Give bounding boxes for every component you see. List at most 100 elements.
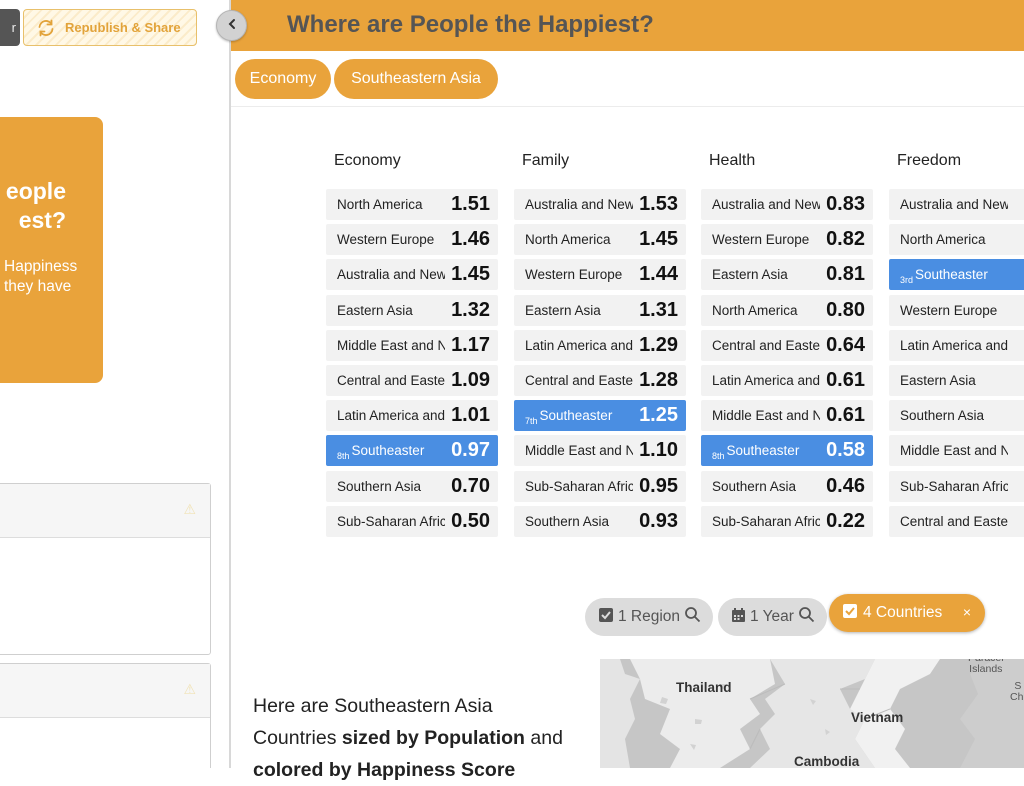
ranking-row[interactable]: Sub-Saharan Africa 0.50 [326,505,498,537]
region-name-text: Latin America and Caribbean [712,373,820,388]
region-filter-chip[interactable]: 1 Region [585,598,713,636]
checkbox-icon [598,607,614,628]
region-value: 1.46 [451,228,490,251]
region-name-text: Southeaster [351,443,425,459]
ranking-row[interactable]: Latin America and Caribbean 1.01 [326,400,498,432]
region-name-text: Central and Eastern Europe [525,373,633,388]
ranking-row[interactable]: North America 1.51 [326,189,498,220]
ranking-row[interactable]: Middle East and Northern Africa 1.17 [326,329,498,361]
region-name-text: Latin America and Caribbean [525,337,633,353]
ranking-column-freedom: Freedom Australia and New Zealand0 North A… [889,152,1024,537]
region-name: Western Europe [712,224,820,255]
region-name-text: Middle East and Northern Africa [900,443,1008,459]
region-name-text: Central and Eastern Europe [337,373,445,388]
ranking-row[interactable]: Middle East and Northern Africa 1.10 [514,435,686,467]
collapsible-panel-2-header[interactable]: ⚠ [0,664,210,718]
ranking-row-selected[interactable]: 8th Southeaster 0.97 [326,435,498,467]
ranking-row[interactable]: Middle East and Northern Africa 0.61 [701,400,873,432]
ranking-row[interactable]: North America 0.80 [701,294,873,326]
story-card-description: Happiness they have [4,258,78,295]
ranking-row[interactable]: Latin America and Caribbean 0.61 [701,365,873,396]
ranking-row[interactable]: Sub-Saharan Africa 0.22 [701,505,873,537]
ranking-row[interactable]: Sub-Saharan Africa 0.95 [514,470,686,502]
collapse-sidebar-button[interactable] [216,10,247,41]
chevron-left-icon [226,17,238,35]
left-panel: r Republish & Share eople est? Happiness… [0,0,229,768]
ranking-row[interactable]: North America 1.45 [514,224,686,256]
region-name-text: Middle East and Northern Africa [337,337,445,353]
ranking-row[interactable]: Southern Asia 0.70 [326,470,498,502]
region-name: North America [900,224,1008,255]
dark-toolbar-button[interactable]: r [0,9,20,46]
region-value: 0.82 [826,228,865,251]
ranking-row[interactable]: Central and Eastern Europe 1.09 [326,365,498,396]
region-name: Western Europe [337,224,445,255]
region-name-text: Southern Asia [525,513,610,529]
region-name-text: Middle East and Northern Africa [712,408,820,424]
region-name-text: Sub-Saharan Africa [900,478,1008,494]
region-value: 0.61 [826,404,865,427]
year-filter-chip[interactable]: 1 Year [718,598,827,636]
region-name-text: Eastern Asia [337,302,413,318]
ranking-row-selected[interactable]: 7th Southeaster 1.25 [514,400,686,432]
column-header: Health [709,152,756,169]
region-name-text: Western Europe [712,232,810,248]
region-name-text: Southeaster [539,408,613,424]
ranking-row[interactable]: Australia and New Zealand 0.83 [701,189,873,220]
ranking-row[interactable]: Western Europe 1.46 [326,224,498,256]
region-name: Sub-Saharan Africa [525,471,633,502]
ranking-row[interactable]: Eastern Asia 1.32 [326,294,498,326]
tab-economy[interactable]: Economy [235,59,331,99]
region-name-text: North America [337,197,423,212]
region-name: Southern Asia [525,506,633,537]
region-name: Australia and New Zealand [712,189,820,220]
description-line-1: Here are Southeastern Asia [253,695,493,717]
ranking-row[interactable]: Western Europe 1.44 [514,259,686,291]
ranking-row[interactable]: Latin America and Caribbean 1.29 [514,329,686,361]
region-name: Latin America and Caribbean [525,330,633,361]
region-name: Central and Eastern Europe [900,506,1008,537]
region-value: 0.58 [826,439,865,462]
ranking-row[interactable]: Central and Eastern Europe 1.28 [514,365,686,396]
region-value: 1.53 [639,193,678,215]
ranking-row[interactable]: Southern Asia 0.46 [701,470,873,502]
story-card[interactable]: eople est? Happiness they have [0,117,103,383]
ranking-row-selected[interactable]: 8th Southeaster 0.58 [701,435,873,467]
description-line-2-end: and [524,727,563,749]
ranking-row[interactable]: Eastern Asia 1.31 [514,294,686,326]
region-name-text: Southern Asia [712,478,797,494]
region-name: Sub-Saharan Africa [712,506,820,537]
region-name: Middle East and Northern Africa [712,400,820,431]
collapsible-panel-1[interactable]: ⚠ [0,483,211,655]
ranking-row[interactable]: Eastern Asia 0.81 [701,259,873,291]
region-name: Southern Asia [712,471,820,502]
tab-southeastern-asia[interactable]: Southeastern Asia [334,59,498,99]
region-value: 0.50 [451,509,490,532]
republish-share-button[interactable]: Republish & Share [23,9,197,46]
country-map[interactable]: Thailand Vietnam Cambodia Paracel Island… [600,659,1024,768]
ranking-row[interactable]: Latin America and Caribbean0 [889,329,1024,361]
ranking-row[interactable]: Central and Eastern Europe 0.64 [701,329,873,361]
countries-filter-chip[interactable]: 4 Countries × [829,594,985,632]
ranking-row[interactable]: Australia and New Zealand 1.45 [326,259,498,291]
description-paragraph: Here are Southeastern Asia Countries siz… [253,690,593,786]
region-value: 0.70 [451,474,490,497]
ranking-row[interactable]: Australia and New Zealand0 [889,189,1024,220]
ranking-row[interactable]: Western Europe 0.82 [701,224,873,256]
ranking-row-selected[interactable]: 3rdSoutheaster0 [889,259,1024,291]
region-name-text: Eastern Asia [900,373,976,388]
ranking-row[interactable]: Australia and New Zealand 1.53 [514,189,686,220]
collapsible-panel-2[interactable]: ⚠ [0,663,211,768]
collapsible-panel-1-header[interactable]: ⚠ [0,484,210,538]
panel-divider [229,0,231,768]
ranking-row[interactable]: Southern Asia 0.93 [514,505,686,537]
close-icon[interactable]: × [962,604,971,620]
region-value: 0.64 [826,333,865,356]
